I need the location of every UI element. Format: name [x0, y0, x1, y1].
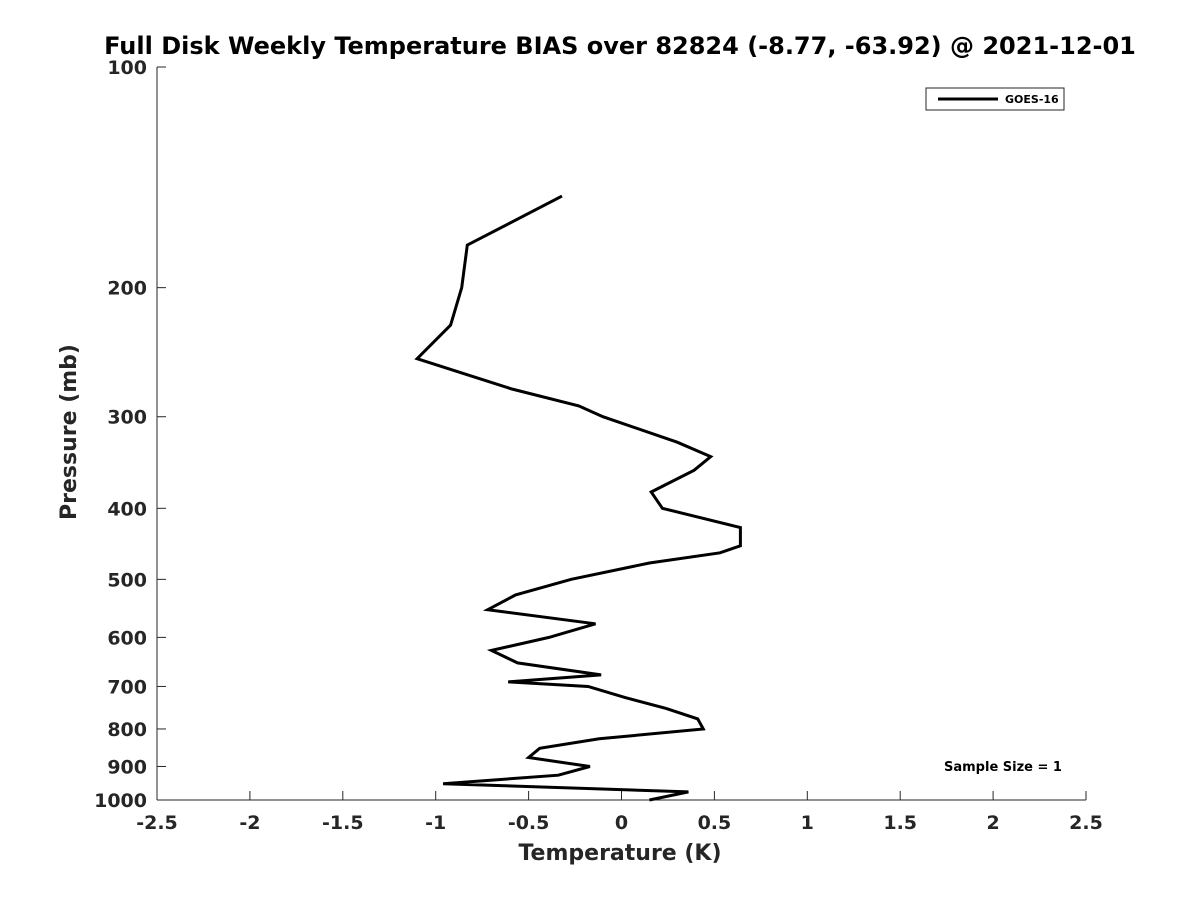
y-axis-ticks: 100 200 300 400 500 600 700 800 900 1000 — [94, 57, 166, 812]
y-tick-label: 400 — [107, 498, 147, 520]
x-tick-label: 0 — [615, 812, 628, 834]
x-tick-label: -1 — [425, 812, 446, 834]
y-tick-label: 500 — [107, 569, 147, 591]
y-tick-label: 1000 — [94, 790, 147, 812]
x-tick-label: 0.5 — [698, 812, 732, 834]
x-tick-label: 2 — [986, 812, 999, 834]
x-tick-label: -0.5 — [508, 812, 550, 834]
y-tick-label: 600 — [107, 627, 147, 649]
x-tick-label: -2.5 — [136, 812, 178, 834]
y-tick-label: 700 — [107, 676, 147, 698]
y-tick-label: 200 — [107, 278, 147, 300]
y-tick-label: 300 — [107, 407, 147, 429]
chart-title: Full Disk Weekly Temperature BIAS over 8… — [104, 32, 1136, 60]
series-layer — [414, 194, 742, 802]
legend-entry-goes-16: GOES-16 — [1005, 93, 1059, 106]
x-tick-label: 2.5 — [1069, 812, 1103, 834]
x-axis-label: Temperature (K) — [518, 841, 721, 866]
x-axis-ticks: -2.5 -2 -1.5 -1 -0.5 0 0.5 1 1.5 2 2.5 — [136, 791, 1103, 834]
x-tick-label: 1.5 — [883, 812, 917, 834]
x-tick-label: -1.5 — [322, 812, 364, 834]
y-tick-label: 100 — [107, 57, 147, 79]
plot-axes — [156, 67, 1086, 801]
y-axis-label: Pressure (mb) — [57, 344, 82, 520]
series-line-goes-16 — [414, 194, 742, 802]
legend: GOES-16 — [925, 87, 1065, 111]
sample-size-annotation: Sample Size = 1 — [944, 760, 1062, 775]
x-tick-label: 1 — [801, 812, 814, 834]
y-tick-label: 800 — [107, 719, 147, 741]
x-tick-label: -2 — [239, 812, 260, 834]
y-tick-label: 900 — [107, 756, 147, 778]
